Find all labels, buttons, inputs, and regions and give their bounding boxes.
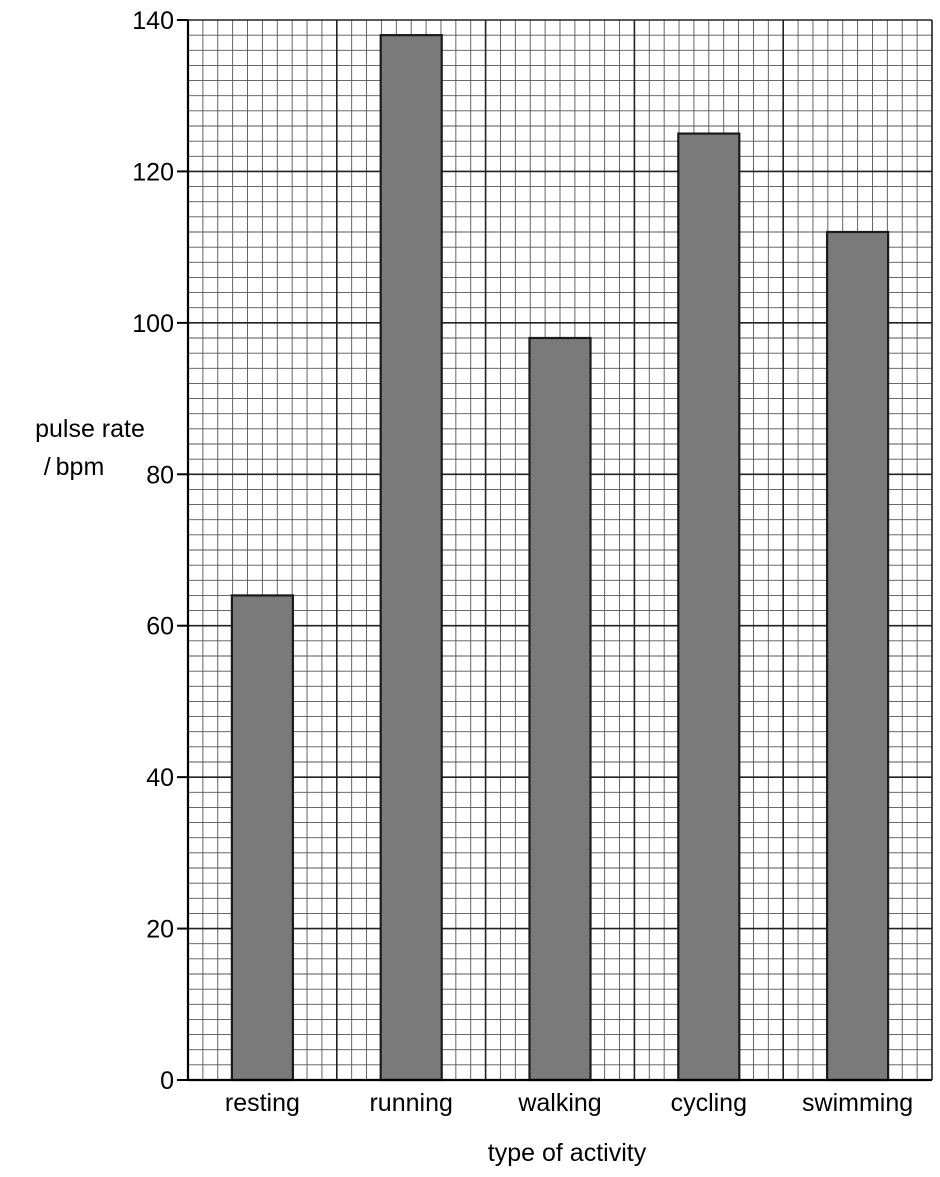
bar-cycling — [677, 132, 741, 1082]
x-category-label: walking — [517, 1089, 601, 1117]
bar-series — [230, 34, 890, 1082]
y-tick-label: 140 — [132, 7, 174, 35]
axes — [186, 20, 932, 1082]
y-tick-label: 80 — [146, 461, 174, 489]
bar-resting — [230, 594, 294, 1082]
y-tick-label: 60 — [146, 613, 174, 641]
y-tick-label: 100 — [132, 310, 174, 338]
x-category-label: running — [369, 1089, 452, 1117]
x-category-label: swimming — [802, 1089, 913, 1117]
y-tick-label: 40 — [146, 764, 174, 792]
y-tick-label: 120 — [132, 158, 174, 186]
y-axis-label-line2: / bpm — [44, 453, 105, 481]
x-category-label: cycling — [671, 1089, 747, 1117]
x-category-labels: resting running walking cycling swimming — [225, 1089, 913, 1117]
x-axis-label: type of activity — [488, 1139, 647, 1167]
bar-swimming — [825, 230, 890, 1082]
bar-walking — [528, 336, 592, 1082]
bar-running — [379, 34, 443, 1082]
y-axis-label-line1: pulse rate — [35, 415, 145, 443]
y-tick-label: 0 — [160, 1067, 174, 1095]
x-category-label: resting — [225, 1089, 300, 1117]
y-tick-labels: 0 20 40 60 80 100 120 140 — [132, 7, 188, 1095]
y-tick-label: 20 — [146, 916, 174, 944]
